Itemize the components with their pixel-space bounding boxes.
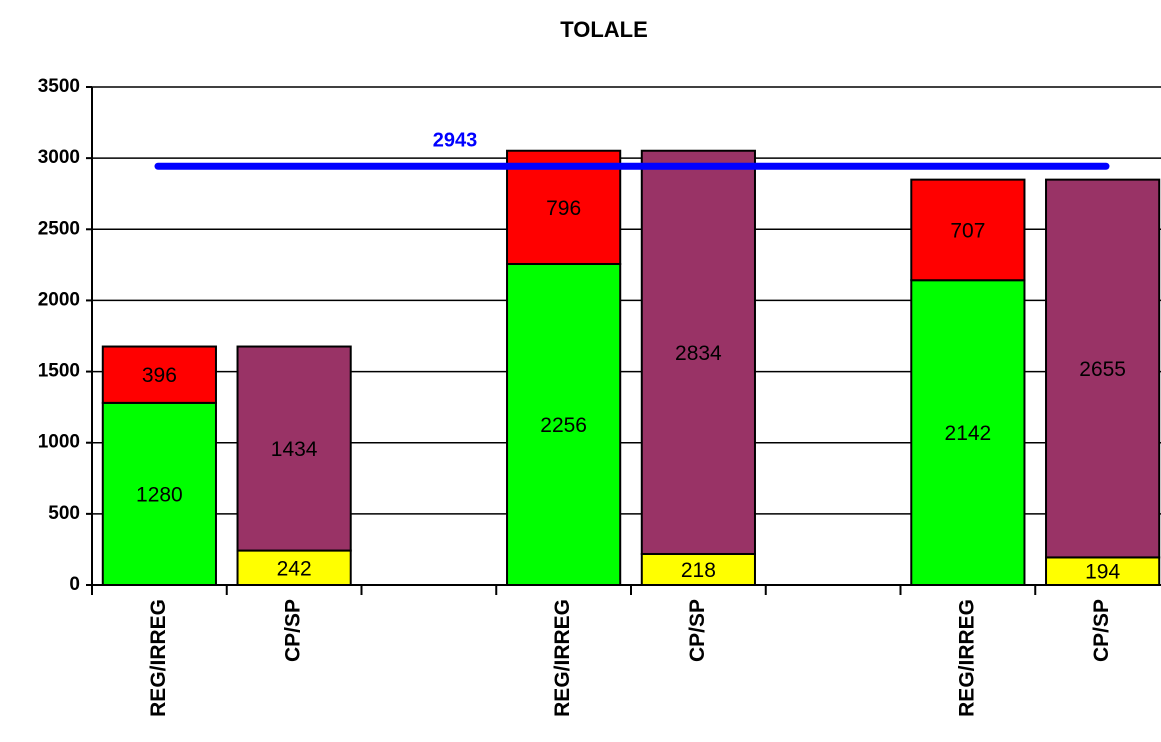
bar-segment xyxy=(236,549,352,586)
x-tick-label: CP/SP xyxy=(1090,599,1113,662)
data-label: 707 xyxy=(950,219,985,242)
chart-title: TOLALE xyxy=(560,17,648,42)
data-label: 194 xyxy=(1085,561,1120,584)
y-tick-label: 1000 xyxy=(38,432,80,453)
data-label: 1280 xyxy=(136,483,183,506)
y-tick-label: 2500 xyxy=(38,218,80,239)
y-tick-label: 0 xyxy=(69,574,80,595)
data-label: 796 xyxy=(546,197,581,220)
data-label: 2834 xyxy=(675,342,722,365)
data-label: 2256 xyxy=(540,414,587,437)
data-label: 2142 xyxy=(945,422,992,445)
y-tick-label: 3000 xyxy=(38,147,80,168)
data-label: 396 xyxy=(142,364,177,387)
bar-segment xyxy=(1045,178,1161,559)
x-tick-label: REG/IRREG xyxy=(955,599,978,717)
bar-segment xyxy=(910,178,1026,282)
reference-label: 2943 xyxy=(433,130,478,152)
bar-segment xyxy=(506,263,622,586)
x-tick-label: CP/SP xyxy=(282,599,305,662)
x-tick-label: REG/IRREG xyxy=(551,599,574,717)
data-label: 2655 xyxy=(1079,358,1126,381)
bar-segment xyxy=(101,401,217,587)
data-label: 242 xyxy=(277,557,312,580)
x-tick-label: CP/SP xyxy=(686,599,709,662)
x-tick-label: REG/IRREG xyxy=(147,599,170,717)
bar-segment xyxy=(640,552,756,586)
bar-segment xyxy=(640,149,756,555)
y-tick-label: 1500 xyxy=(38,361,80,382)
bar-segment xyxy=(101,345,217,404)
bar-segment xyxy=(236,345,352,552)
y-tick-label: 3500 xyxy=(38,76,80,97)
data-label: 1434 xyxy=(271,438,318,461)
bar-segment xyxy=(910,279,1026,586)
y-tick-label: 2000 xyxy=(38,289,80,310)
y-tick-label: 500 xyxy=(48,503,80,524)
data-label: 218 xyxy=(681,559,716,582)
bar-segment xyxy=(1045,556,1161,586)
